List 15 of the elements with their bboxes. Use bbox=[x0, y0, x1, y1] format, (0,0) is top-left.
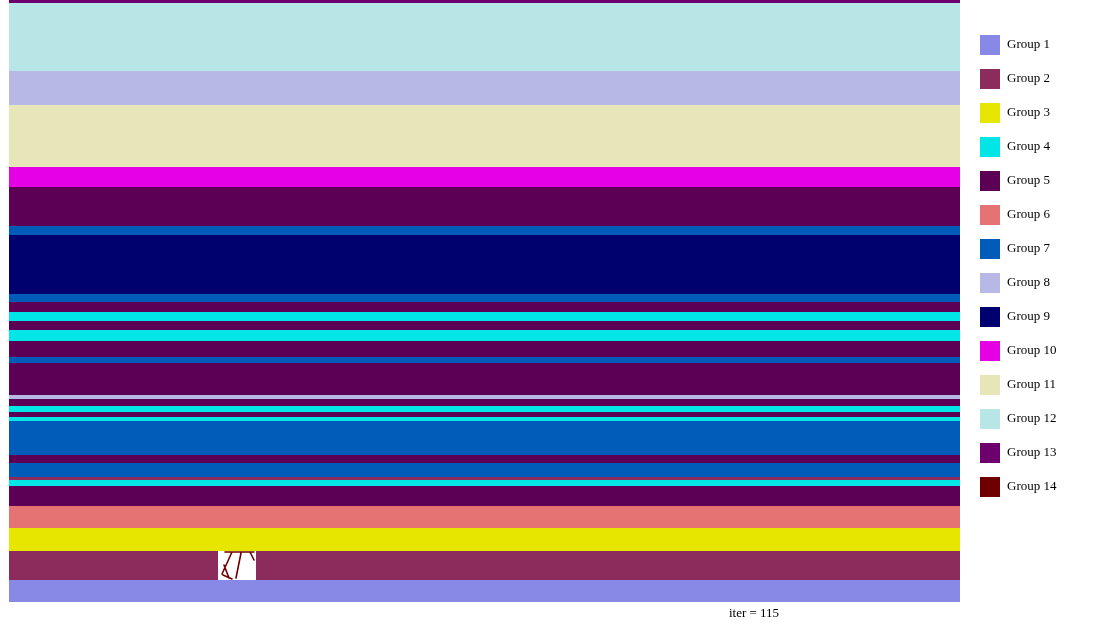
legend-label: Group 5 bbox=[1007, 171, 1050, 187]
legend-label: Group 7 bbox=[1007, 239, 1051, 255]
legend-label: Group 10 bbox=[1007, 341, 1057, 357]
text: iter = 115 bbox=[728, 605, 780, 620]
legend-label: Group 1 bbox=[1007, 35, 1050, 51]
legend-label: Group 3 bbox=[1007, 103, 1050, 119]
legend-label: Group 8 bbox=[1007, 273, 1050, 289]
legend-label: Group 6 bbox=[1007, 205, 1051, 221]
legend-label: Group 14 bbox=[1007, 477, 1057, 493]
legend-label: Group 2 bbox=[1007, 69, 1050, 85]
legend-label: Group 13 bbox=[1007, 443, 1057, 459]
legend-label: Group 4 bbox=[1007, 137, 1051, 153]
legend-label: Group 9 bbox=[1007, 307, 1050, 323]
legend-label: Group 11 bbox=[1007, 375, 1056, 391]
legend-label: Group 12 bbox=[1007, 409, 1057, 425]
